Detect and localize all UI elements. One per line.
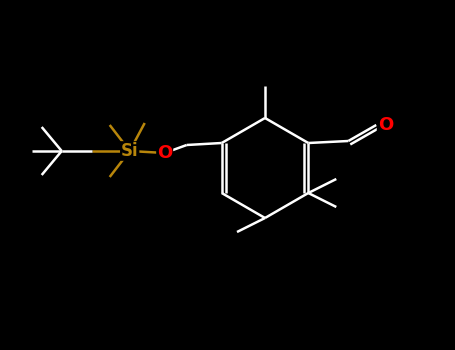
Text: O: O — [157, 144, 172, 162]
Text: Si: Si — [121, 142, 138, 160]
Text: O: O — [378, 116, 393, 134]
